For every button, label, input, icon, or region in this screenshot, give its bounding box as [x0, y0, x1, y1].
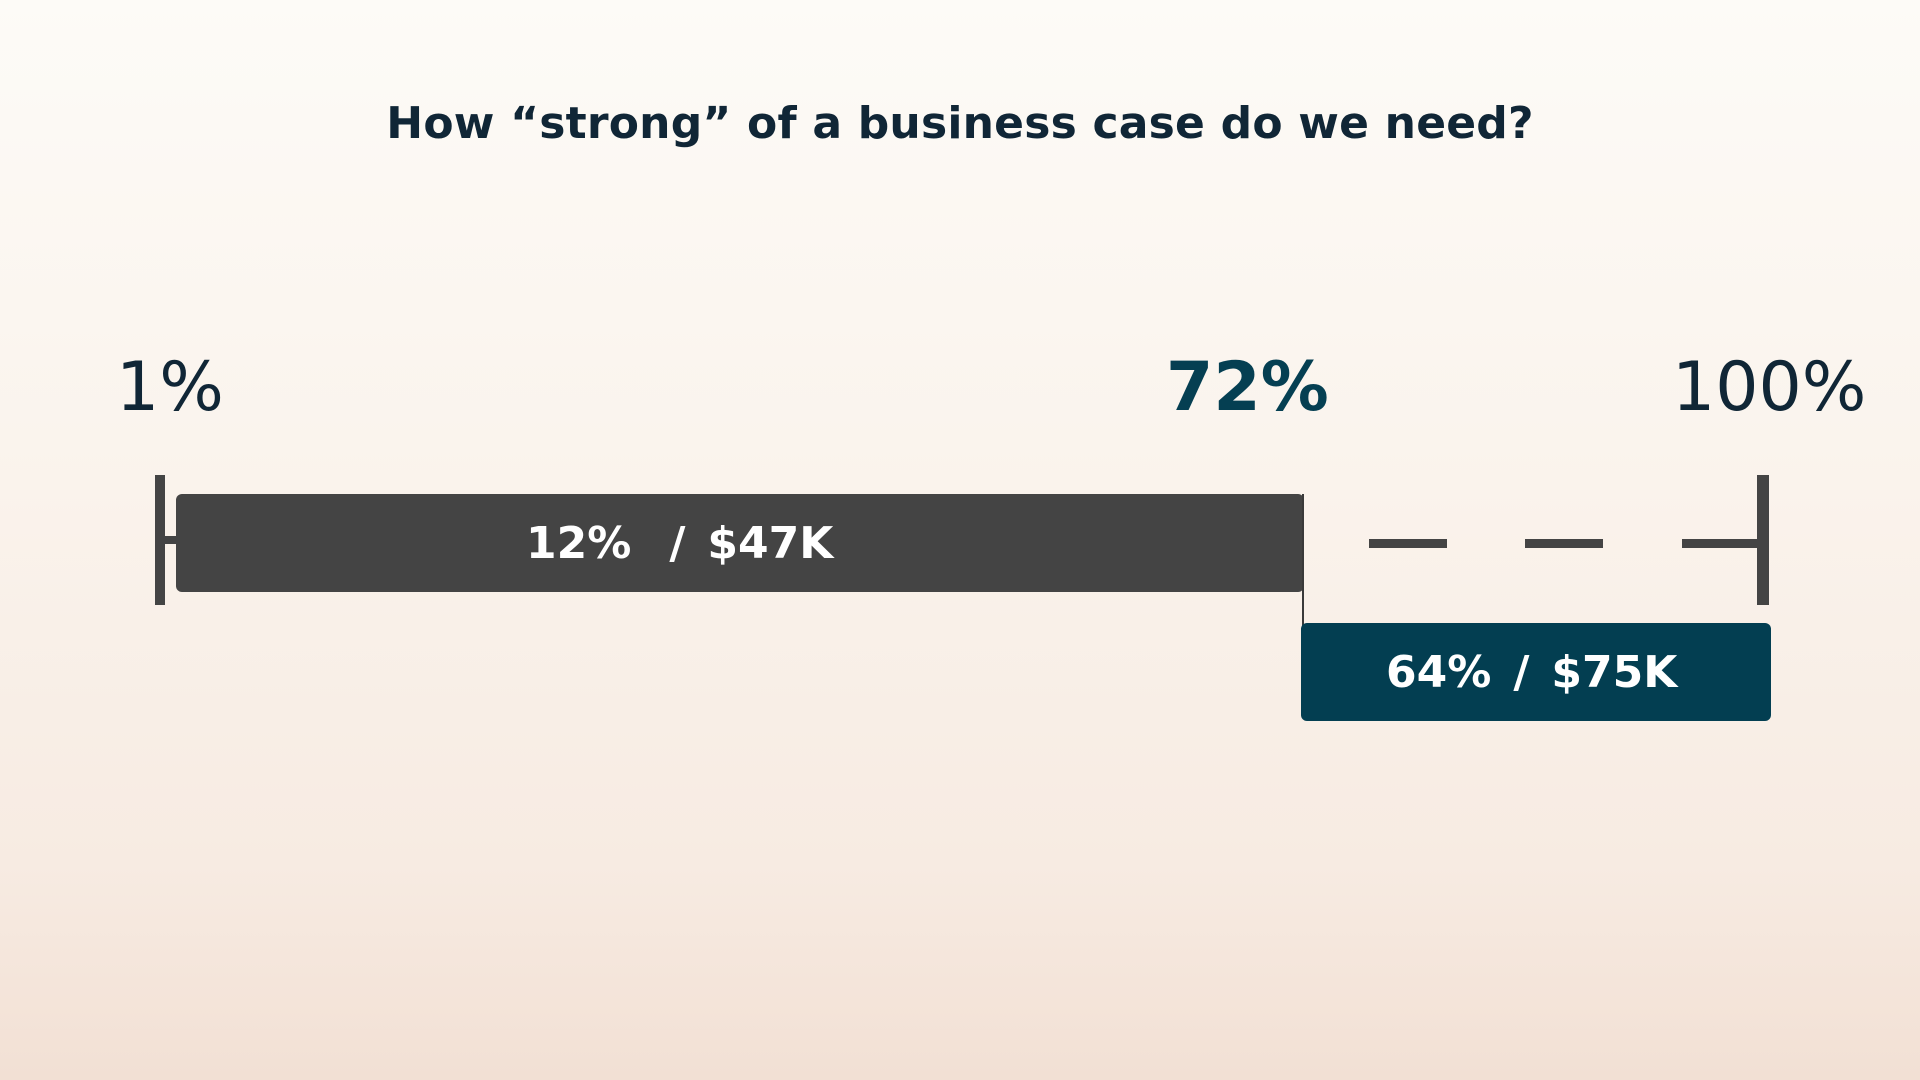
page-title: How “strong” of a business case do we ne… — [386, 98, 1534, 149]
segment-current-percent: 12% — [526, 517, 632, 569]
segment-bar-current: 12% / $47K — [176, 494, 1304, 592]
scale-threshold-label: 72% — [1166, 348, 1329, 427]
segment-bar-needed-text: 64% / $75K — [1386, 623, 1677, 721]
remaining-range-dash — [1682, 539, 1764, 548]
segment-bar-current-text: 12% / $47K — [526, 494, 833, 592]
segment-needed-separator: / — [1513, 646, 1530, 698]
remaining-range-dash — [1525, 539, 1603, 548]
segment-current-amount: $47K — [707, 517, 834, 569]
segment-current-separator: / — [669, 517, 686, 569]
segment-needed-percent: 64% — [1386, 646, 1492, 698]
scale-start-label: 1% — [116, 348, 224, 427]
remaining-range-dash — [1369, 539, 1447, 548]
segment-needed-amount: $75K — [1551, 646, 1678, 698]
scale-end-label: 100% — [1672, 348, 1867, 427]
segment-bar-needed: 64% / $75K — [1301, 623, 1771, 721]
segment-connector-line — [1302, 494, 1304, 644]
scale-start-tick-stub — [160, 536, 182, 544]
